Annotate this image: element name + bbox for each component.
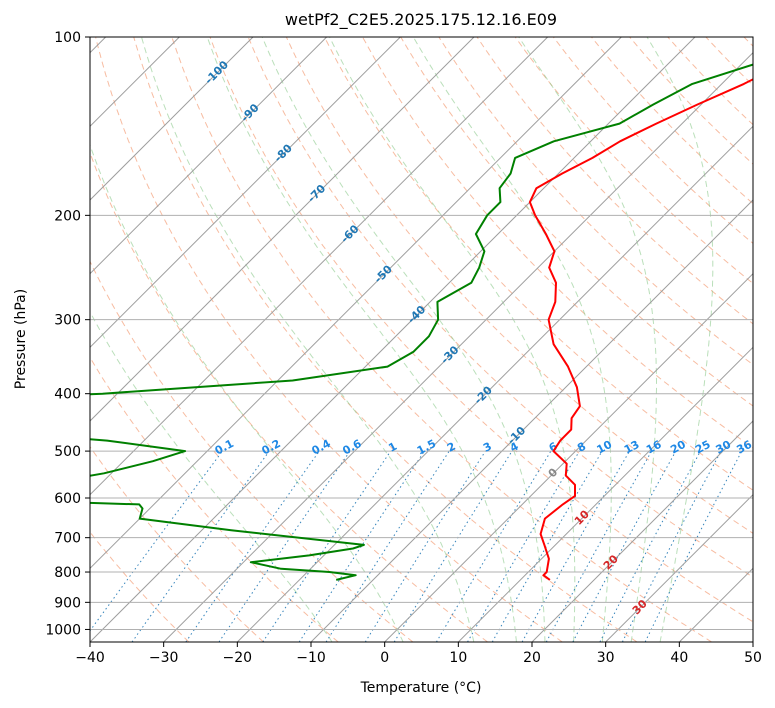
x-axis: −40 −30 −20 −10 0 10 20 30 40 50 xyxy=(75,642,762,666)
isotherm-line xyxy=(90,37,328,275)
x-tick-label: −20 xyxy=(223,650,253,666)
moist-adiabat xyxy=(261,37,546,642)
plot-frame xyxy=(89,36,754,643)
y-axis-label: Pressure (hPa) xyxy=(13,289,29,389)
mixing-ratio-line xyxy=(467,450,580,642)
x-tick-label: 20 xyxy=(523,650,541,666)
y-tick-label: 200 xyxy=(54,208,81,224)
isotherm-line xyxy=(605,493,753,642)
mixing-ratio-line xyxy=(599,450,701,642)
isotherm-line xyxy=(90,37,254,201)
dry-adiabat xyxy=(361,37,753,449)
y-tick-label: 600 xyxy=(54,491,81,507)
mixing-ratio-label: 13 xyxy=(622,438,642,457)
x-tick-label: 50 xyxy=(744,650,762,666)
mixing-ratio-line xyxy=(298,450,425,642)
mixing-ratio-label: 20 xyxy=(668,438,688,457)
mixing-ratio-label: 36 xyxy=(734,438,754,457)
x-tick-label: 30 xyxy=(597,650,615,666)
dry-adiabat xyxy=(552,37,753,245)
dry-adiabat xyxy=(90,260,414,642)
mixing-ratio-line xyxy=(262,450,392,642)
isotherm-line xyxy=(90,37,696,642)
isotherm-line xyxy=(310,199,753,642)
dry-adiabat xyxy=(171,37,712,642)
isotherm-line xyxy=(90,37,401,349)
moist-adiabat xyxy=(646,37,714,642)
x-axis-label: Temperature (°C) xyxy=(360,680,482,696)
mixing-ratio-label: 16 xyxy=(644,438,664,457)
x-tick-label: −30 xyxy=(149,650,179,666)
y-tick-label: 900 xyxy=(54,595,81,611)
temperature-profile xyxy=(528,78,753,581)
dewpoint-profile xyxy=(90,63,753,581)
mixing-ratio-line xyxy=(364,450,486,642)
mixing-ratio-line xyxy=(185,450,320,642)
y-tick-label: 400 xyxy=(54,387,81,403)
mixing-ratio-line xyxy=(325,450,450,642)
mixing-ratio-labels: 0.1 0.2 0.4 0.6 1 1.5 2 3 4 6 8 10 13 16 20 25 30 36 xyxy=(213,437,754,458)
chart-title: wetPf2_C2E5.2025.175.12.16.E09 xyxy=(285,10,557,30)
isotherm-line xyxy=(457,346,753,642)
isotherm-line xyxy=(384,272,753,642)
dry-adiabat xyxy=(438,37,753,366)
mixing-ratio-line xyxy=(435,450,552,642)
y-tick-label: 1000 xyxy=(45,622,81,638)
dry-adiabat xyxy=(95,37,563,642)
dry-adiabat xyxy=(90,445,264,642)
isotherm-line xyxy=(163,51,753,642)
mixing-ratio-line xyxy=(572,450,677,642)
y-tick-label: 800 xyxy=(54,565,81,581)
moist-adiabat xyxy=(329,37,576,642)
x-tick-label: 10 xyxy=(449,650,467,666)
dry-adiabat xyxy=(285,37,753,534)
moist-adiabat xyxy=(206,37,517,642)
y-tick-label: 300 xyxy=(54,313,81,329)
x-tick-label: 40 xyxy=(670,650,688,666)
isotherm-line xyxy=(90,37,549,496)
moist-adiabat xyxy=(518,37,657,642)
isotherm-line xyxy=(90,37,622,570)
dry-adiabat xyxy=(323,37,753,491)
mixing-ratio-label: 30 xyxy=(714,438,734,457)
background-lines xyxy=(90,37,753,642)
y-tick-label: 700 xyxy=(54,531,81,547)
dry-adiabat xyxy=(209,37,753,623)
moist-adiabat xyxy=(90,311,333,642)
x-tick-label: −40 xyxy=(75,650,105,666)
moist-adiabat xyxy=(412,37,612,642)
x-tick-label: −10 xyxy=(296,650,326,666)
isotherm-line xyxy=(90,37,475,422)
mixing-ratio-label: 10 xyxy=(595,438,615,457)
profiles xyxy=(90,63,753,581)
moist-adiabat xyxy=(141,37,475,642)
y-axis: 100 200 300 400 500 600 700 800 900 1000 xyxy=(45,30,90,638)
dry-adiabat xyxy=(628,37,753,165)
mixing-ratio-label: 25 xyxy=(693,438,713,457)
mixing-ratio-line xyxy=(218,450,351,642)
y-tick-label: 100 xyxy=(54,30,81,46)
moist-adiabat xyxy=(90,143,404,642)
y-tick-label: 500 xyxy=(54,444,81,460)
x-tick-label: 0 xyxy=(380,650,389,666)
dry-adiabat xyxy=(133,37,638,642)
dry-adiabat xyxy=(400,37,753,407)
isotherm-line xyxy=(531,420,753,642)
